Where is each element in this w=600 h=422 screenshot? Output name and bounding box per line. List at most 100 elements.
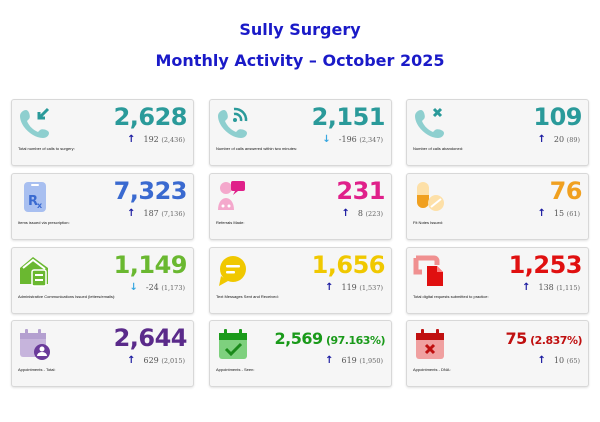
kpi-value-number: 2,569 xyxy=(274,329,324,348)
kpi-label: Appointments - DNA: xyxy=(413,367,451,372)
calendar-check-icon xyxy=(216,327,250,361)
kpi-value-number: 2,628 xyxy=(113,103,188,131)
kpi-card: 76 ↑ 15 (61) Fit Notes Issued: xyxy=(406,173,589,240)
kpi-change: -196 xyxy=(338,135,357,144)
page-title: Sully Surgery xyxy=(239,20,361,39)
kpi-previous: (2,436) xyxy=(161,136,185,144)
kpi-value-number: 2,644 xyxy=(113,324,188,352)
kpi-value: 1,149 xyxy=(113,251,188,279)
kpi-card: 2,569 (97.163%) ↑ 619 (1,950) Appointments … xyxy=(209,320,392,387)
page-subtitle: Monthly Activity – October 2025 xyxy=(155,51,445,70)
kpi-value: 7,323 xyxy=(113,177,188,205)
kpi-label: Appointments - Seen: xyxy=(216,367,255,372)
calendar-x-icon xyxy=(413,327,447,361)
arrow-up-icon: ↑ xyxy=(537,355,546,366)
kpi-previous: (89) xyxy=(566,136,580,144)
kpi-value: 231 xyxy=(336,177,385,205)
kpi-previous: (61) xyxy=(566,210,580,218)
kpi-change: 15 xyxy=(553,209,565,218)
kpi-change: 20 xyxy=(553,135,565,144)
arrow-up-icon: ↑ xyxy=(127,355,136,366)
arrow-down-icon: ↓ xyxy=(129,282,138,293)
kpi-value: 1,656 xyxy=(312,251,386,279)
kpi-change: 10 xyxy=(553,356,565,365)
kpi-delta: ↑ 138 (1,115) xyxy=(522,282,580,293)
kpi-label: Appointments - Total: xyxy=(18,367,56,372)
svg-text:x: x xyxy=(37,201,43,210)
kpi-change: 192 xyxy=(143,135,159,144)
arrow-up-icon: ↑ xyxy=(341,208,350,219)
kpi-delta: ↑ 619 (1,950) xyxy=(325,355,383,366)
kpi-change: 187 xyxy=(143,209,159,218)
chat-bubble-icon xyxy=(216,254,250,288)
kpi-delta: ↓ -196 (2,347) xyxy=(322,134,383,145)
phone-missed-icon xyxy=(413,106,447,140)
kpi-change: 619 xyxy=(341,356,357,365)
kpi-card: 2,151 ↓ -196 (2,347) Number of calls answer… xyxy=(209,99,392,166)
kpi-card: 2,644 ↑ 629 (2,015) Appointments - Total: xyxy=(11,320,194,387)
svg-text:R: R xyxy=(28,194,38,209)
kpi-delta: ↓ -24 (1,173) xyxy=(129,282,185,293)
kpi-label: Items issued via prescription: xyxy=(18,220,70,225)
kpi-value: 2,644 xyxy=(113,324,188,352)
kpi-value-number: 75 xyxy=(505,329,528,348)
kpi-previous: (2,015) xyxy=(161,357,185,365)
kpi-value: 76 xyxy=(549,177,583,205)
kpi-previous: (65) xyxy=(566,357,580,365)
kpi-percentage: (2.837%) xyxy=(526,334,582,347)
kpi-value-number: 7,323 xyxy=(113,177,188,205)
kpi-previous: (1,115) xyxy=(556,284,580,292)
kpi-card: 1,656 ↑ 119 (1,537) Text Messages Sent and … xyxy=(209,247,392,314)
kpi-change: 629 xyxy=(143,356,159,365)
kpi-change: 8 xyxy=(357,209,363,218)
kpi-label: Number of calls answered within two minu… xyxy=(216,146,298,151)
digital-request-icon xyxy=(413,254,447,288)
kpi-previous: (1,950) xyxy=(359,357,383,365)
kpi-delta: ↑ 119 (1,537) xyxy=(325,282,383,293)
referral-icon xyxy=(216,180,250,214)
kpi-card: 1,253 ↑ 138 (1,115) Total digital requests … xyxy=(406,247,589,314)
kpi-label: Administrative Communications Issued (le… xyxy=(18,294,116,299)
kpi-value-number: 2,151 xyxy=(311,103,386,131)
arrow-up-icon: ↑ xyxy=(325,355,334,366)
kpi-card: 109 ↑ 20 (89) Number of calls abandoned: xyxy=(406,99,589,166)
kpi-card: 2,628 ↑ 192 (2,436) Total number of calls t… xyxy=(11,99,194,166)
kpi-value: 75 (2.837%) xyxy=(505,329,583,348)
kpi-value: 109 xyxy=(533,103,582,131)
kpi-value-number: 231 xyxy=(336,177,385,205)
pills-icon xyxy=(413,180,447,214)
kpi-percentage: (97.163%) xyxy=(322,334,386,347)
kpi-value: 2,628 xyxy=(113,103,188,131)
kpi-label: Fit Notes Issued: xyxy=(413,220,444,225)
kpi-value-number: 76 xyxy=(549,177,583,205)
kpi-change: -24 xyxy=(145,283,159,292)
kpi-value-number: 1,149 xyxy=(113,251,188,279)
kpi-delta: ↑ 629 (2,015) xyxy=(127,355,185,366)
kpi-delta: ↑ 10 (65) xyxy=(538,355,580,366)
kpi-value-number: 109 xyxy=(533,103,582,131)
kpi-previous: (1,173) xyxy=(161,284,185,292)
phone-signal-icon xyxy=(216,106,250,140)
kpi-change: 119 xyxy=(341,283,357,292)
kpi-card: 1,149 ↓ -24 (1,173) Administrative Communic… xyxy=(11,247,194,314)
arrow-down-icon: ↓ xyxy=(322,134,331,145)
kpi-delta: ↑ 187 (7,136) xyxy=(127,208,185,219)
arrow-up-icon: ↑ xyxy=(537,208,546,219)
kpi-delta: ↑ 8 (223) xyxy=(341,208,383,219)
kpi-card: 231 ↑ 8 (223) Referrals Made: xyxy=(209,173,392,240)
house-letter-icon xyxy=(18,254,52,288)
phone-incoming-icon xyxy=(18,106,52,140)
kpi-delta: ↑ 15 (61) xyxy=(538,208,580,219)
kpi-label: Total number of calls to surgery: xyxy=(18,146,75,151)
kpi-value: 2,569 (97.163%) xyxy=(274,329,386,348)
kpi-previous: (2,347) xyxy=(359,136,383,144)
kpi-change: 138 xyxy=(538,283,554,292)
kpi-value: 2,151 xyxy=(311,103,386,131)
kpi-value: 1,253 xyxy=(509,251,583,279)
arrow-up-icon: ↑ xyxy=(127,208,136,219)
calendar-user-icon xyxy=(18,327,52,361)
arrow-up-icon: ↑ xyxy=(325,282,334,293)
kpi-previous: (7,136) xyxy=(161,210,185,218)
kpi-card: 75 (2.837%) ↑ 10 (65) Appointments - DNA: xyxy=(406,320,589,387)
